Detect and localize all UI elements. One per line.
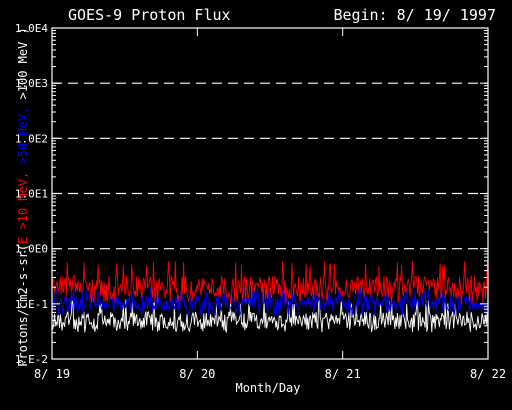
chart-title: GOES-9 Proton Flux [68,6,231,24]
y-tick-label: 1.0E4 [15,22,48,35]
y-axis-label-part: >50 MeV, [16,107,30,172]
y-tick-label: 1.0E3 [15,77,48,90]
x-tick-label: 8/ 21 [325,367,361,381]
y-tick-label: 1.0E2 [15,132,48,145]
y-axis-label: Protons/cm2-s-sr(E >10 MeV, >50 MeV, >10… [16,27,30,367]
y-tick-label: 1.0E0 [15,243,48,256]
y-axis-label-part: >100 MeV ) [16,27,30,106]
x-tick-label: 8/ 20 [179,367,215,381]
chart-subtitle: Begin: 8/ 19/ 1997 [333,6,496,24]
y-axis-label-part: E >10 MeV, [16,172,30,244]
y-tick-label: 1.E-1 [15,298,48,311]
series-line [51,260,489,304]
x-tick-label: 8/ 19 [34,367,70,381]
y-tick-label: 1.E-2 [15,353,48,366]
x-axis-label: Month/Day [235,381,300,395]
y-axis-label-part: Protons/cm2-s-sr( [16,244,30,367]
y-tick-label: 1.0E1 [15,188,48,201]
series-line [51,285,489,317]
x-tick-label: 8/ 22 [470,367,506,381]
series-line [51,299,489,333]
